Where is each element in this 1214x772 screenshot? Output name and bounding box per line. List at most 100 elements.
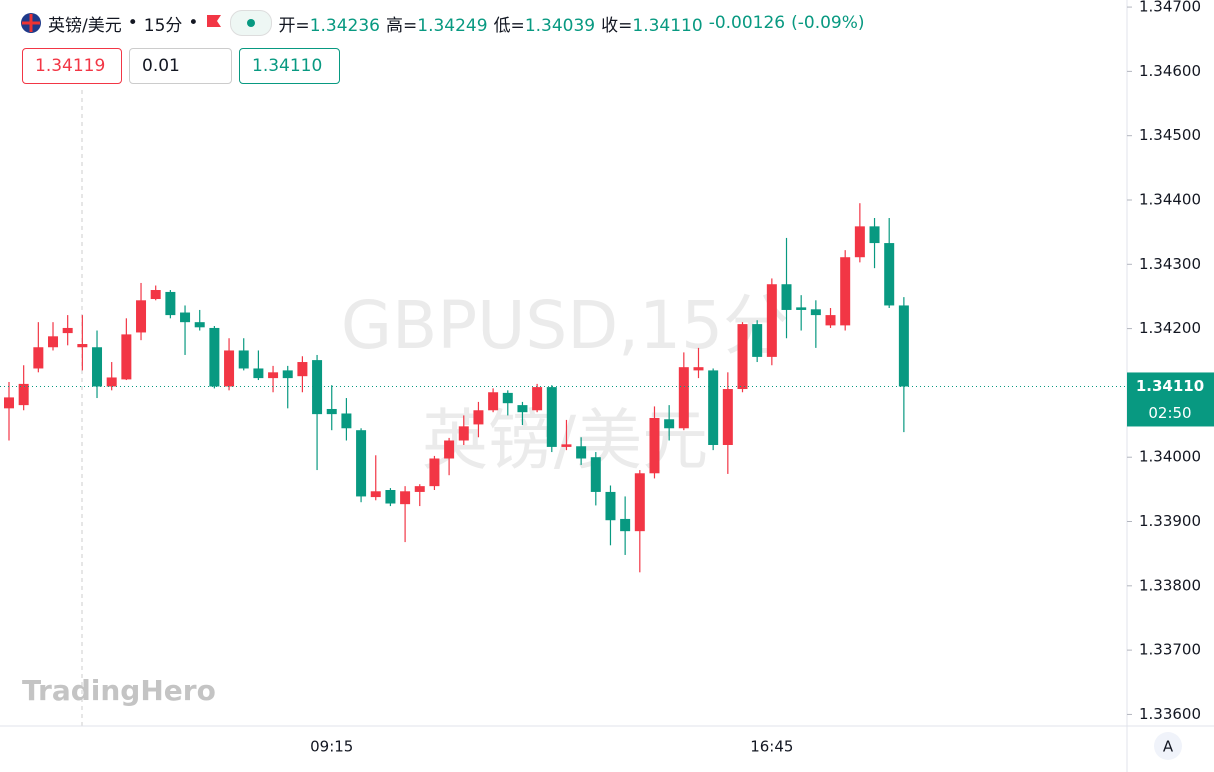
candle-body [444, 440, 455, 459]
candle-body [62, 327, 73, 334]
candle-body [752, 324, 763, 357]
candle-body [48, 336, 59, 348]
x-tick-label: 16:45 [750, 738, 793, 756]
candle-body [488, 392, 499, 411]
candle-body [561, 444, 572, 447]
candle-body [356, 430, 367, 497]
candle-body [106, 377, 117, 387]
candle-body [312, 360, 323, 415]
candle-body [546, 387, 557, 447]
candle-body [737, 324, 748, 390]
candle-body [722, 389, 733, 445]
flag-marker[interactable] [204, 13, 224, 33]
y-tick-label: 1.34200 [1139, 319, 1201, 337]
ohlc-label: 开= [278, 15, 310, 36]
watermark: 英镑/美元 [422, 402, 708, 479]
candle-body [825, 315, 836, 326]
candle-body [224, 350, 235, 387]
candle-body [414, 486, 425, 492]
ohlc-value: 1.34236 [309, 15, 380, 36]
candle-body [649, 417, 660, 474]
x-tick-label: 09:15 [310, 738, 353, 756]
candle-body [429, 458, 440, 487]
sell-button[interactable]: 1.34119 [22, 48, 122, 84]
ohlc-value: 1.34039 [524, 15, 596, 36]
watermark: GBPUSD,15分 [341, 287, 789, 364]
candle-body [502, 392, 513, 404]
candle-body [678, 367, 689, 429]
candle-body [253, 368, 264, 379]
y-tick-label: 1.34000 [1139, 448, 1201, 466]
candle-body [473, 410, 484, 425]
sep: • [188, 13, 199, 33]
candle-body [605, 491, 616, 521]
candle-body [341, 413, 352, 429]
candle-body [634, 473, 645, 532]
candle-body [620, 518, 631, 532]
symbol: 英镑/美元 [48, 15, 122, 36]
scale-button-label[interactable]: A [1163, 738, 1174, 756]
candle-body [121, 334, 132, 380]
countdown: 02:50 [1148, 404, 1191, 422]
candle-body [33, 347, 44, 369]
candle-body [869, 226, 880, 244]
y-tick-label: 1.34300 [1139, 255, 1201, 273]
status-pill[interactable] [230, 10, 273, 36]
y-tick-label: 1.34700 [1139, 0, 1201, 16]
candle-body [810, 309, 821, 316]
candle-body [781, 284, 792, 310]
candle-body [517, 405, 528, 413]
candle-body [180, 312, 191, 323]
y-tick-label: 1.34500 [1139, 126, 1201, 144]
sep: • [127, 13, 138, 33]
candle-body [136, 300, 147, 333]
y-tick-label: 1.33800 [1139, 576, 1201, 594]
scale-button[interactable] [1154, 732, 1182, 760]
candle-body [209, 327, 220, 387]
candle-body [238, 350, 249, 369]
ohlc-value: 1.34249 [417, 15, 488, 36]
ohlc-label: 低= [493, 15, 525, 36]
candle-body [370, 491, 381, 498]
y-tick-label: 1.34600 [1139, 62, 1201, 80]
y-tick-label: 1.33600 [1139, 705, 1201, 723]
candle-body [576, 446, 587, 459]
candle-body [796, 307, 807, 310]
last-price-label: 1.34110 [1136, 377, 1204, 395]
y-tick-label: 1.33900 [1139, 512, 1201, 530]
candle-body [297, 362, 308, 377]
logo: TradingHero [22, 674, 216, 707]
flag-icon [21, 13, 41, 33]
candle-body [590, 457, 601, 492]
candle-body [664, 419, 675, 429]
change: -0.00126 [708, 13, 786, 33]
ohlc-value: 1.34110 [632, 15, 703, 36]
header: 英镑/美元 • 15分 • 开=1.34236 高=1.34249 低=1.3403… [20, 10, 865, 36]
candle-body [898, 305, 909, 387]
candle-body [854, 226, 865, 258]
candle-body [693, 367, 704, 371]
buy-button[interactable]: 1.34110 [239, 48, 340, 84]
candle-body [884, 243, 895, 306]
candle-body [92, 347, 103, 387]
y-tick-label: 1.34400 [1139, 190, 1201, 208]
candle-body [400, 491, 411, 505]
candle-body [77, 344, 88, 348]
candle-body [150, 290, 161, 300]
change-pct: (-0.09%) [791, 13, 865, 33]
candle-body [4, 397, 14, 409]
last-price-box [1127, 372, 1214, 427]
candle-body [268, 372, 279, 379]
ohlc-label: 高= [386, 15, 418, 36]
candle-body [326, 408, 337, 415]
interval: 15分 [143, 15, 183, 36]
candle-body [18, 383, 29, 406]
candle-body [766, 284, 777, 357]
candle-body [282, 370, 293, 379]
candle-body [194, 322, 205, 328]
candle-body [458, 426, 469, 441]
candle-body [708, 370, 719, 445]
qty-input[interactable]: 0.01 [129, 48, 232, 84]
